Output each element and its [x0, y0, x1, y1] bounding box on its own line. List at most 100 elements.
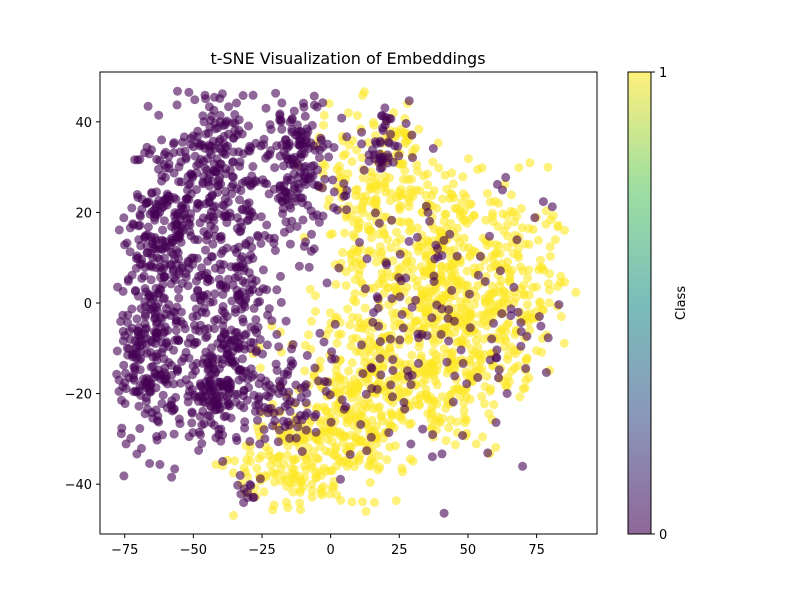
scatter-point	[386, 129, 396, 139]
scatter-point	[528, 283, 538, 292]
scatter-point	[300, 340, 310, 350]
scatter-point	[351, 297, 361, 307]
scatter-point	[428, 157, 438, 167]
scatter-point	[403, 174, 413, 184]
scatter-point	[492, 179, 502, 189]
scatter-point	[473, 270, 483, 280]
y-tick-label: 20	[75, 206, 92, 221]
scatter-point	[297, 447, 307, 456]
scatter-point	[307, 316, 316, 326]
scatter-point	[276, 297, 286, 307]
scatter-point	[452, 232, 461, 242]
scatter-point	[412, 232, 422, 242]
scatter-point	[456, 345, 466, 355]
scatter-point	[170, 208, 180, 218]
scatter-point	[178, 225, 188, 235]
scatter-point	[414, 400, 424, 409]
scatter-point	[158, 279, 168, 289]
scatter-point	[202, 235, 212, 245]
colorbar-tick-label-min: 0	[659, 528, 667, 543]
scatter-point	[437, 275, 447, 285]
scatter-point	[240, 423, 250, 433]
scatter-point	[328, 175, 338, 185]
scatter-point	[266, 460, 276, 470]
scatter-point	[256, 363, 265, 373]
scatter-point	[176, 307, 186, 317]
scatter-point	[239, 463, 249, 473]
scatter-point	[502, 389, 512, 398]
scatter-point	[289, 106, 299, 116]
scatter-point	[392, 238, 402, 248]
scatter-point	[136, 304, 146, 314]
scatter-point	[304, 330, 314, 340]
scatter-point	[208, 353, 218, 363]
scatter-point	[232, 130, 242, 140]
scatter-point	[559, 338, 569, 348]
scatter-point	[344, 366, 354, 376]
scatter-point	[235, 334, 245, 344]
scatter-point	[195, 379, 205, 389]
scatter-point	[514, 163, 524, 173]
scatter-point	[429, 186, 439, 196]
scatter-point	[340, 228, 349, 238]
scatter-point	[435, 418, 445, 427]
scatter-point	[168, 307, 178, 317]
scatter-point	[202, 331, 212, 341]
scatter-point	[489, 304, 499, 314]
scatter-point	[245, 436, 255, 446]
scatter-point	[536, 321, 546, 331]
scatter-point	[295, 168, 305, 178]
scatter-point	[400, 166, 410, 176]
scatter-point	[407, 302, 417, 312]
scatter-point	[317, 490, 327, 500]
scatter-point	[140, 297, 150, 307]
scatter-point	[192, 253, 202, 263]
scatter-point	[233, 480, 243, 490]
scatter-point	[501, 381, 511, 391]
scatter-point	[270, 469, 280, 479]
scatter-point	[543, 162, 553, 172]
scatter-point	[305, 284, 315, 294]
scatter-point	[337, 395, 347, 405]
scatter-point	[550, 235, 560, 245]
scatter-point	[379, 433, 389, 443]
scatter-point	[422, 169, 432, 179]
scatter-point	[270, 163, 280, 173]
scatter-point	[134, 401, 144, 411]
scatter-point	[384, 428, 394, 438]
scatter-point	[318, 183, 327, 193]
scatter-point	[244, 383, 254, 393]
scatter-point	[360, 284, 370, 294]
scatter-point	[307, 492, 317, 502]
scatter-point	[276, 464, 286, 474]
scatter-point	[362, 254, 372, 264]
scatter-point	[404, 335, 413, 345]
scatter-point	[231, 342, 241, 352]
scatter-point	[201, 129, 211, 139]
scatter-point	[255, 474, 265, 484]
scatter-point	[302, 351, 312, 360]
scatter-point	[259, 487, 269, 497]
scatter-point	[516, 204, 526, 214]
scatter-point	[364, 156, 374, 166]
scatter-point	[284, 387, 294, 397]
scatter-point	[199, 385, 209, 395]
scatter-point	[545, 242, 555, 252]
scatter-points	[112, 86, 581, 520]
scatter-point	[388, 366, 398, 375]
scatter-point	[415, 303, 424, 313]
scatter-point	[274, 425, 284, 435]
scatter-point	[275, 185, 285, 195]
scatter-point	[178, 137, 187, 147]
scatter-point	[442, 368, 452, 378]
scatter-point	[165, 195, 175, 205]
scatter-point	[473, 373, 483, 382]
scatter-point	[228, 157, 238, 167]
scatter-point	[442, 357, 452, 367]
scatter-point	[345, 450, 355, 459]
scatter-point	[452, 417, 462, 427]
scatter-point	[151, 369, 160, 379]
x-tick-label: 0	[327, 543, 335, 558]
scatter-point	[462, 266, 472, 276]
scatter-point	[190, 95, 200, 105]
